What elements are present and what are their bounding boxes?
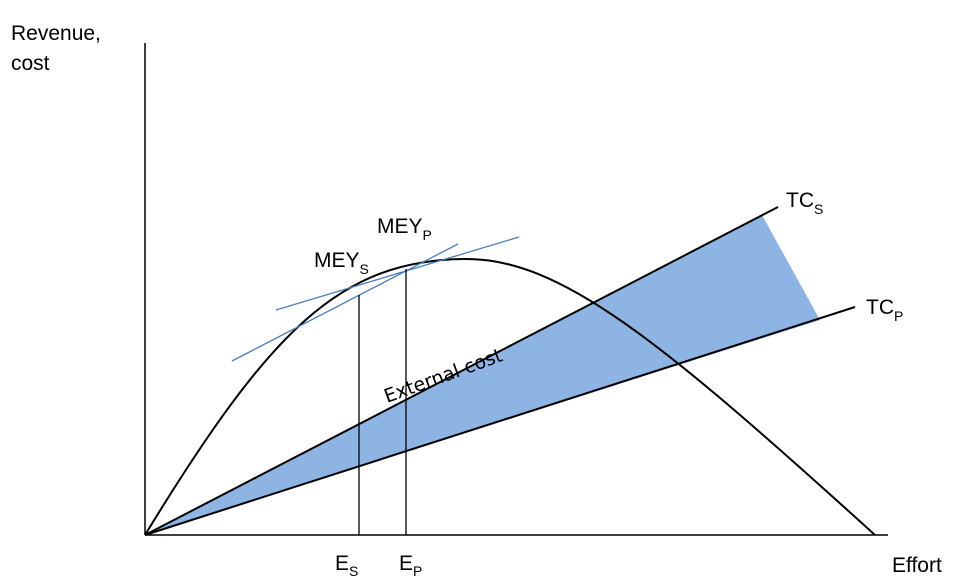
tc-p-line [144,306,856,536]
tc-s-line [144,206,779,536]
tc-s-label: TCS [786,189,823,217]
y-axis-label-line1: Revenue, [11,22,101,45]
tangent-line-s [231,243,459,362]
total-revenue-curve [144,257,876,536]
y-axis-label-line2: cost [11,52,50,75]
external-cost-area [145,215,820,535]
e-p-label: EP [399,552,422,579]
mey-s-label: MEYS [314,249,369,277]
x-axis-label: Effort [892,554,942,577]
tc-p-label: TCP [866,296,903,324]
e-s-label: ES [335,552,358,579]
tangent-line-p [275,236,520,311]
mey-p-label: MEYP [377,215,432,243]
